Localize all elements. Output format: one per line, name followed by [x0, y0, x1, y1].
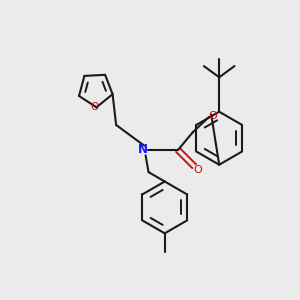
Text: O: O — [90, 102, 98, 112]
Text: N: N — [138, 143, 148, 157]
Text: O: O — [193, 165, 202, 175]
Text: O: O — [208, 110, 217, 121]
